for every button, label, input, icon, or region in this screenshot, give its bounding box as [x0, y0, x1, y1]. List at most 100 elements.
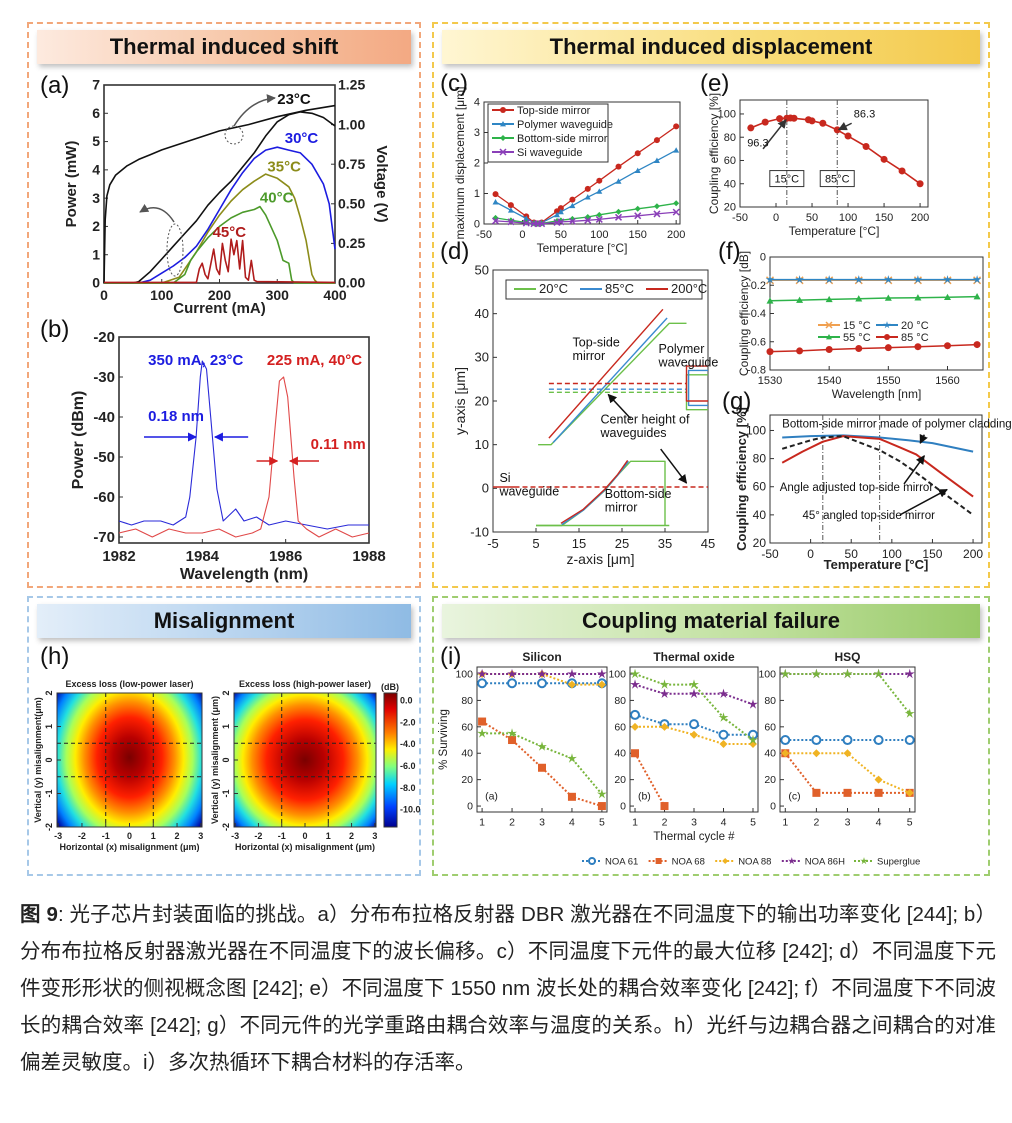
x-tick-label: 2	[813, 817, 819, 829]
legend-label: Superglue	[877, 857, 920, 868]
data-point	[944, 342, 951, 350]
data-point	[537, 668, 547, 679]
data-point	[538, 763, 546, 772]
annotation: 85°C	[825, 174, 850, 186]
x-tick-label: -50	[732, 212, 748, 224]
series-55-c	[766, 293, 981, 304]
y-tick-label: 2	[92, 218, 100, 234]
data-point	[659, 688, 670, 698]
x-tick-label: 100	[590, 229, 608, 241]
y-tick-label: 5	[92, 133, 100, 149]
data-point	[569, 196, 576, 203]
data-point	[972, 275, 982, 284]
plot-frame	[118, 336, 370, 544]
chart-title: Excess loss (high-power laser)	[239, 679, 371, 689]
x-tick-label: 100	[150, 287, 174, 303]
y-tick-label: 80	[764, 695, 776, 707]
data-point	[842, 735, 853, 746]
data-point	[499, 148, 507, 156]
data-point	[597, 680, 606, 689]
x-tick-label: 15	[572, 536, 586, 551]
power-curve-marker	[166, 223, 184, 277]
series-noa-61	[780, 735, 915, 746]
colorbar-tick-label: -6.0	[400, 761, 416, 771]
y-tick-label: 4	[92, 162, 100, 178]
data-point	[795, 275, 804, 284]
x-tick-label: 1560	[935, 375, 959, 387]
panel-label-h: (h)	[40, 643, 70, 670]
data-point	[597, 789, 607, 799]
y-tick-label: 40	[475, 306, 489, 321]
series-noa-68	[631, 749, 669, 811]
data-point	[557, 208, 564, 215]
y2-tick-label: 1.25	[338, 77, 365, 93]
series-superglue	[477, 728, 607, 799]
y-tick-label: -0.2	[747, 280, 766, 292]
y-tick-label: 20	[614, 774, 626, 786]
x-tick-label: 3	[198, 831, 203, 841]
data-point	[842, 668, 853, 679]
section-title: Thermal induced displacement	[442, 30, 980, 64]
y-tick-label: 1	[44, 724, 54, 729]
y2-tick-label: 0.00	[338, 275, 365, 291]
x-axis-label: Wavelength [nm]	[832, 387, 922, 401]
y-tick-label: 100	[718, 109, 736, 121]
pointer-arrow	[919, 433, 928, 444]
data-point	[507, 218, 515, 226]
x-tick-label: 3	[691, 817, 697, 829]
data-point	[943, 275, 952, 284]
legend-label: Bottom-side mirror	[517, 133, 608, 145]
data-point	[615, 178, 622, 184]
data-point	[765, 275, 775, 284]
series-superglue	[780, 668, 915, 718]
x-axis-label: Horizontal (x) misalignment (μm)	[235, 842, 375, 852]
data-point	[776, 115, 784, 123]
y-tick-label: -1	[44, 789, 54, 797]
data-point	[538, 220, 546, 228]
y-axis-label: Vertical (y) misalignment(μm)	[33, 697, 43, 823]
data-point	[557, 205, 564, 212]
y-tick-label: 0	[770, 801, 776, 813]
x-tick-label: 1540	[817, 375, 841, 387]
y-tick-label: 80	[753, 452, 767, 466]
x-tick-label: 2	[175, 831, 180, 841]
x-axis-label: z-axis [μm]	[567, 551, 635, 567]
series-line	[687, 369, 708, 407]
y-tick-label: -10	[470, 524, 489, 539]
data-point	[874, 788, 883, 797]
x-tick-label: -5	[487, 536, 499, 551]
data-point	[904, 708, 915, 718]
data-point	[855, 345, 863, 353]
panel-label-g: (g)	[722, 388, 752, 415]
x-tick-label: 0	[100, 287, 108, 303]
pointer-arrow	[837, 122, 852, 131]
x-tick-label: 2	[349, 831, 354, 841]
x-tick-label: 50	[845, 547, 859, 561]
section-title: Thermal induced shift	[37, 30, 411, 64]
data-point	[653, 157, 660, 163]
legend-box	[505, 279, 703, 300]
data-point	[634, 205, 641, 212]
series-85-c	[766, 341, 981, 356]
series-4	[104, 205, 335, 284]
data-point	[904, 735, 915, 746]
data-point	[630, 679, 640, 689]
x-tick-label: 400	[323, 287, 347, 303]
data-point	[492, 191, 499, 198]
legend-label: Si waveguide	[517, 147, 582, 159]
y-tick-label: -2	[44, 823, 54, 831]
y-tick-label: 40	[461, 748, 473, 760]
legend-label: 15 °C	[843, 320, 871, 332]
x-tick-label: 1	[782, 817, 788, 829]
data-point	[843, 749, 852, 758]
x-tick-label: 4	[721, 817, 727, 829]
data-point	[819, 119, 827, 127]
series-line	[785, 752, 911, 794]
data-point	[761, 118, 769, 126]
y-tick-label: -50	[93, 449, 115, 466]
figure-panels: 0 100 200 300 400012345670.000.250.500.751.0…	[33, 77, 1012, 868]
x-tick-label: -2	[78, 831, 86, 841]
data-point	[659, 679, 670, 689]
data-point	[904, 668, 915, 679]
colorbar	[383, 692, 398, 828]
